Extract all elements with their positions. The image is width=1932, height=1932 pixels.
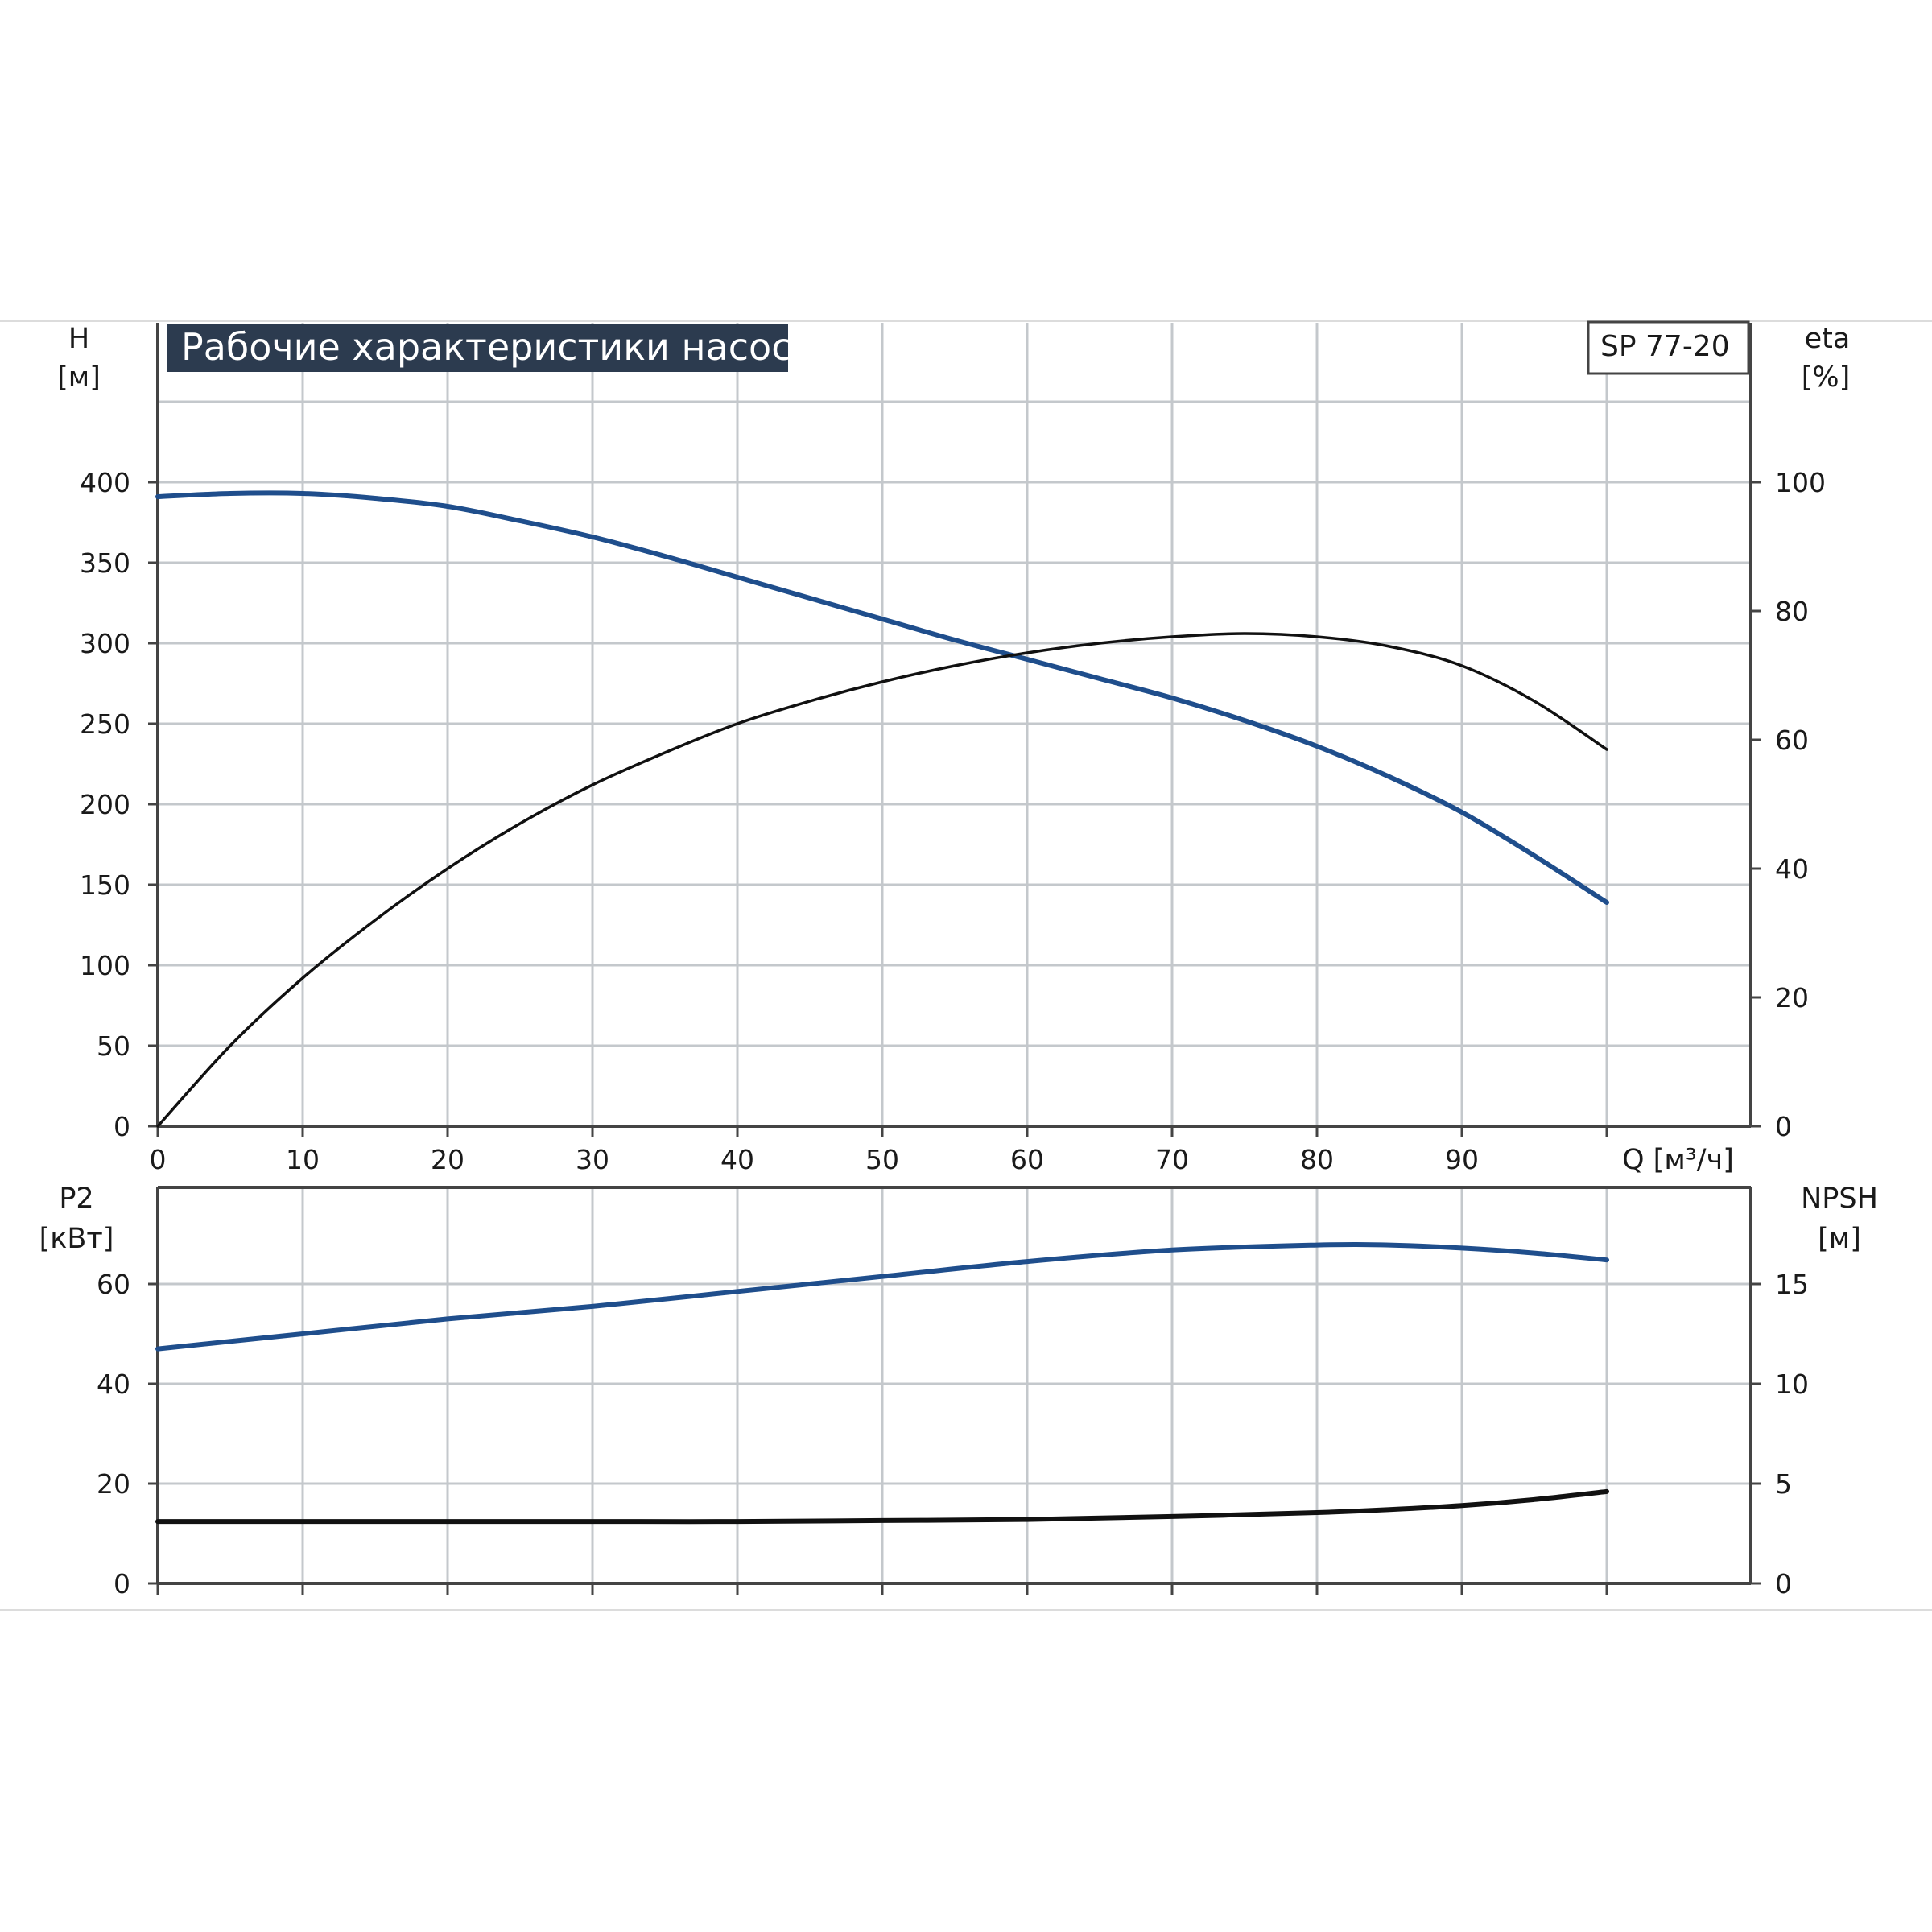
x-axis-label: Q [м³/ч] bbox=[1622, 1144, 1734, 1176]
left-axis-name: H bbox=[68, 323, 89, 355]
x-tick-label: 30 bbox=[576, 1144, 609, 1175]
upper-tick-labels: 0 50 100 150 200 250 300 350 400 0 20 40 60 80 100 0 10 2… bbox=[80, 467, 1826, 1175]
y-tick-label-right: 10 bbox=[1775, 1368, 1809, 1400]
x-tick-label: 70 bbox=[1155, 1144, 1189, 1175]
y-tick-label-right: 80 bbox=[1775, 596, 1809, 627]
model-box bbox=[1587, 320, 1750, 375]
chart-title: Рабочие характеристики насоса bbox=[181, 325, 815, 369]
y-tick-label-left: 20 bbox=[97, 1468, 130, 1500]
y-tick-label-right: 100 bbox=[1775, 467, 1826, 498]
y-tick-label-left: 0 bbox=[114, 1568, 130, 1600]
y-tick-label-left: 200 bbox=[80, 789, 130, 820]
left-axis-unit: [м] bbox=[57, 361, 101, 394]
x-tick-label: 10 bbox=[286, 1144, 320, 1175]
y-tick-label-right: 60 bbox=[1775, 724, 1809, 756]
y-tick-label-left: 150 bbox=[80, 869, 130, 901]
y-tick-label-right: 5 bbox=[1775, 1468, 1792, 1500]
y-tick-label-right: 40 bbox=[1775, 853, 1809, 885]
power-axis-name: P2 bbox=[59, 1183, 93, 1215]
model-label: SP 77-20 bbox=[1600, 330, 1730, 363]
y-tick-label-left: 100 bbox=[80, 950, 130, 981]
head-curve bbox=[155, 490, 1609, 905]
lower-grid bbox=[158, 1187, 1751, 1583]
y-tick-label-right: 0 bbox=[1775, 1111, 1792, 1142]
npsh-axis-unit: [м] bbox=[1818, 1223, 1861, 1255]
x-tick-label: 80 bbox=[1300, 1144, 1334, 1175]
y-tick-label-left: 350 bbox=[80, 547, 130, 579]
x-tick-label: 20 bbox=[431, 1144, 464, 1175]
upper-grid bbox=[158, 323, 1751, 1126]
y-tick-label-left: 400 bbox=[80, 467, 130, 498]
x-tick-label: 40 bbox=[720, 1144, 754, 1175]
y-tick-label-left: 40 bbox=[97, 1368, 130, 1400]
upper-curves bbox=[155, 490, 1609, 1128]
lower-curves bbox=[155, 1241, 1609, 1525]
npsh-axis-name: NPSH bbox=[1801, 1183, 1878, 1215]
y-tick-label-right: 20 bbox=[1775, 982, 1809, 1013]
lower-tick-labels: 0 20 40 60 0 5 10 15 bbox=[97, 1269, 1809, 1600]
right-axis-unit: [%] bbox=[1802, 361, 1851, 394]
x-tick-label: 50 bbox=[865, 1144, 899, 1175]
head-efficiency-panel: 0 50 100 150 200 250 300 350 400 0 20 40 60 80 100 0 10 2… bbox=[57, 320, 1851, 1176]
power-npsh-panel: 0 20 40 60 0 5 10 15 P2 [кВт] NPSH [м] bbox=[39, 1183, 1878, 1600]
x-tick-label: 90 bbox=[1445, 1144, 1479, 1175]
y-tick-label-right: 15 bbox=[1775, 1269, 1809, 1300]
y-tick-label-right: 0 bbox=[1775, 1568, 1792, 1600]
y-tick-label-left: 60 bbox=[97, 1269, 130, 1300]
x-tick-label: 60 bbox=[1010, 1144, 1044, 1175]
lower-axes bbox=[148, 1186, 1761, 1595]
upper-axes bbox=[148, 323, 1761, 1137]
y-tick-label-left: 0 bbox=[114, 1111, 130, 1142]
x-tick-label: 0 bbox=[150, 1144, 167, 1175]
npsh-curve bbox=[155, 1488, 1609, 1525]
y-tick-label-left: 50 bbox=[97, 1030, 130, 1062]
y-tick-label-left: 250 bbox=[80, 708, 130, 740]
title-box bbox=[167, 324, 788, 372]
right-axis-name: eta bbox=[1805, 323, 1851, 355]
power-axis-unit: [кВт] bbox=[39, 1223, 114, 1255]
power-curve bbox=[155, 1241, 1609, 1352]
y-tick-label-left: 300 bbox=[80, 628, 130, 659]
